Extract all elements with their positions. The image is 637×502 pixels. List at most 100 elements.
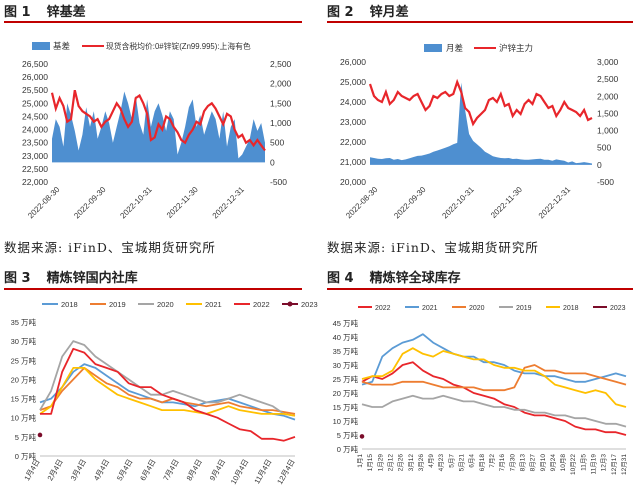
x-tick-label: 2022-12-31: [211, 185, 247, 221]
source-note-left: 数据来源: iFinD、宝城期货研究所: [4, 240, 216, 255]
x-tick-label: 8月13: [518, 454, 526, 472]
x-tick-label: 2月12: [386, 454, 394, 472]
line-series-2020: [39, 340, 296, 417]
x-tick-label: 4月4日: [92, 458, 111, 483]
x-tick-label: 1月4日: [22, 458, 41, 483]
area-series-月差: [370, 82, 592, 165]
legend-label-2022: 2022: [375, 305, 391, 312]
y-tick-label: 0 万吨: [15, 451, 37, 461]
y-right-tick-label: 0: [270, 157, 275, 167]
x-tick-label: 6月18: [478, 454, 486, 472]
legend-label-2022: 2022: [253, 300, 270, 309]
y-right-tick-label: 500: [597, 143, 611, 153]
x-tick-label: 5月4日: [115, 458, 134, 483]
x-tick-label: 2月26: [397, 454, 405, 472]
figure-1-divider: [4, 21, 302, 23]
y-left-tick-label: 20,000: [340, 177, 366, 187]
x-tick-label: 2022-12-31: [537, 185, 573, 221]
point-series-2023: [359, 434, 365, 439]
legend-marker-2023: [287, 301, 293, 307]
chart-domestic-refined-zinc-stock: 2018 2019 2020 2021 2022 2023 0 万吨 5 万吨 10 万吨 15 …: [11, 300, 318, 486]
figure-2-name: 锌月差: [369, 5, 409, 20]
x-tick-label: 1月1: [356, 454, 364, 468]
figure-2-title: 图 2 锌月差: [327, 1, 409, 20]
x-tick-label: 12月3: [600, 454, 608, 472]
y-tick-label: 10 万吨: [333, 416, 359, 426]
x-tick-label: 12月4日: [275, 458, 297, 486]
y-right-tick-label: 0: [597, 160, 602, 170]
x-tick-label: 11月5: [579, 454, 587, 471]
x-tick-label: 6月4: [468, 454, 476, 468]
y-left-tick-label: 24,000: [22, 125, 48, 135]
y-tick-label: 20 万吨: [333, 388, 359, 398]
y-right-tick-label: 3,000: [597, 57, 619, 67]
figure-3-divider: [4, 288, 302, 290]
legend-label-spot-price: 现货含税均价:0#锌锭(Zn99.995):上海有色: [106, 41, 251, 51]
y-left-tick-label: 23,000: [22, 151, 48, 161]
x-tick-label: 4月23: [437, 454, 445, 472]
figure-4-number: 图 4: [327, 271, 354, 286]
y-tick-label: 40 万吨: [333, 332, 359, 342]
x-tick-label: 3月12: [407, 454, 415, 472]
x-tick-label: 2022-10-31: [118, 185, 154, 221]
x-tick-label: 2月4日: [45, 458, 64, 483]
line-series-沪锌主力: [368, 78, 593, 127]
legend-label-basis: 基差: [53, 41, 70, 51]
x-tick-label: 2022-09-30: [392, 185, 428, 221]
legend-label-2019: 2019: [109, 300, 126, 309]
figure-3-title: 图 3 精炼锌国内社库: [4, 267, 138, 286]
line-series-2018: [361, 347, 627, 408]
line-series-现货含税均价:0#锌锭(Zn99.995):上海有色: [50, 89, 266, 152]
x-tick-label: 2022-08-30: [26, 185, 62, 221]
line-series-2021: [361, 333, 627, 386]
x-tick-label: 8月4日: [185, 458, 204, 483]
legend-label-2019: 2019: [516, 305, 532, 312]
x-tick-label: 3月4日: [69, 458, 88, 483]
x-tick-label: 1月15: [366, 454, 374, 472]
y-left-tick-label: 21,000: [340, 157, 366, 167]
legend-label-month-spread: 月差: [446, 43, 463, 53]
legend-swatch-month-spread: [424, 44, 442, 52]
y-tick-label: 10 万吨: [11, 413, 37, 423]
line-series-2020: [361, 364, 627, 392]
x-tick-label: 6月4日: [138, 458, 157, 483]
x-tick-label: 12月17: [610, 454, 618, 475]
x-tick-label: 11月19: [590, 454, 598, 475]
y-tick-label: 5 万吨: [15, 432, 37, 442]
y-tick-label: 30 万吨: [11, 336, 37, 346]
line-series-2019: [39, 367, 296, 415]
x-tick-label: 8月27: [529, 454, 537, 472]
y-left-tick-label: 24,500: [22, 111, 48, 121]
y-right-tick-label: 1,500: [597, 108, 619, 118]
x-tick-label: 2022-11-30: [165, 185, 200, 220]
legend-label-2023: 2023: [301, 300, 318, 309]
x-tick-label: 10月4日: [229, 458, 251, 486]
x-tick-label: 11月4日: [252, 458, 273, 486]
y-right-tick-label: 500: [270, 138, 284, 148]
figure-4-name: 精炼锌全球库存: [369, 271, 461, 286]
x-tick-label: 12月31: [620, 454, 628, 475]
x-tick-label: 10月8: [559, 454, 567, 472]
x-tick-label: 5月7: [447, 454, 455, 468]
legend-swatch-basis: [32, 42, 50, 50]
x-tick-label: 7月30: [508, 454, 516, 472]
line-series-2022: [361, 361, 627, 436]
source-note-right: 数据来源: iFinD、宝城期货研究所: [327, 240, 539, 255]
y-left-tick-label: 23,500: [22, 138, 48, 148]
x-tick-label: 7月16: [498, 454, 506, 472]
line-series-2018: [39, 363, 296, 421]
y-tick-label: 25 万吨: [333, 374, 359, 384]
y-tick-label: 35 万吨: [11, 317, 37, 327]
legend-label-2021: 2021: [422, 305, 438, 312]
line-series-2019: [361, 394, 627, 428]
y-tick-label: 45 万吨: [333, 318, 359, 328]
chart-zinc-month-spread: 月差 沪锌主力 20,000 21,000 22,000 23,000 24,000 25,0…: [340, 43, 619, 221]
x-tick-label: 7月2: [488, 454, 496, 468]
point-series-2023: [37, 432, 43, 438]
y-left-tick-label: 24,000: [340, 97, 366, 107]
y-tick-label: 30 万吨: [333, 360, 359, 370]
y-right-tick-label: 1,000: [597, 126, 619, 136]
y-left-tick-label: 22,000: [340, 137, 366, 147]
figure-1-title: 图 1 锌基差: [4, 1, 86, 20]
x-tick-label: 3月26: [417, 454, 425, 472]
